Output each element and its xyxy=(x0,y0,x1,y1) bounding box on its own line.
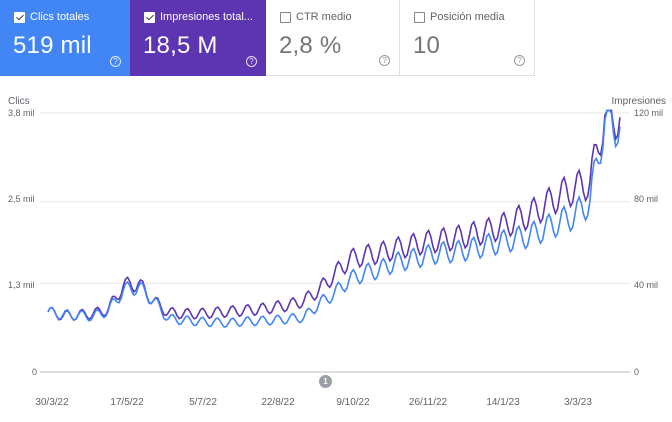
metric-card-ctr-header: CTR medio xyxy=(280,11,352,23)
metric-card-position-header: Posición media xyxy=(414,11,505,23)
left-tick-label: 0 xyxy=(32,367,38,377)
metric-card-impressions-value: 18,5 M xyxy=(143,32,218,59)
right-axis-title: Impresiones xyxy=(611,96,666,107)
metric-card-position[interactable]: Posición media 10 ? xyxy=(400,0,535,76)
metric-card-impressions-label: Impresiones total... xyxy=(160,11,253,23)
right-tick-label: 120 mil xyxy=(634,108,664,118)
checkbox-unchecked-icon[interactable] xyxy=(414,11,425,23)
help-icon[interactable]: ? xyxy=(379,55,390,66)
annotation-marker[interactable]: 1 xyxy=(319,375,332,388)
x-tick-label: 3/3/23 xyxy=(564,397,592,408)
checkbox-unchecked-icon[interactable] xyxy=(280,11,291,23)
left-tick-label: 1,3 mil xyxy=(8,280,35,290)
x-tick-label: 5/7/22 xyxy=(189,397,217,408)
metric-card-impressions[interactable]: Impresiones total... 18,5 M ? xyxy=(130,0,266,76)
x-tick-label: 26/11/22 xyxy=(408,397,448,408)
metric-card-clicks-value: 519 mil xyxy=(13,32,92,59)
metric-card-ctr-value: 2,8 % xyxy=(279,32,342,59)
help-icon[interactable]: ? xyxy=(246,56,257,67)
x-tick-label: 30/3/22 xyxy=(35,397,69,408)
metric-card-clicks-header: Clics totales xyxy=(14,11,89,23)
metric-cards: Clics totales 519 mil ? Impresiones tota… xyxy=(0,0,535,76)
metric-card-ctr[interactable]: CTR medio 2,8 % ? xyxy=(266,0,400,76)
x-tick-label: 17/5/22 xyxy=(110,397,144,408)
left-tick-label: 3,8 mil xyxy=(8,108,35,118)
help-icon[interactable]: ? xyxy=(514,55,525,66)
x-tick-label: 14/1/23 xyxy=(486,397,520,408)
metric-card-clicks[interactable]: Clics totales 519 mil ? xyxy=(0,0,130,76)
x-tick-label: 9/10/22 xyxy=(336,397,370,408)
metric-card-clicks-label: Clics totales xyxy=(30,11,90,23)
checkbox-checked-icon[interactable] xyxy=(14,11,25,23)
right-tick-label: 0 xyxy=(634,367,640,377)
help-icon[interactable]: ? xyxy=(110,56,121,67)
right-tick-label: 80 mil xyxy=(634,194,659,204)
left-tick-label: 2,5 mil xyxy=(8,194,35,204)
metric-card-position-value: 10 xyxy=(413,32,441,59)
impressions-series-line[interactable] xyxy=(47,109,621,322)
metric-card-ctr-label: CTR medio xyxy=(296,11,352,23)
clicks-series-line[interactable] xyxy=(47,109,621,329)
x-tick-label: 22/8/22 xyxy=(261,397,295,408)
checkbox-checked-icon[interactable] xyxy=(144,11,155,23)
left-axis-title: Clics xyxy=(8,96,30,107)
metric-card-impressions-header: Impresiones total... xyxy=(144,11,253,23)
metric-card-position-label: Posición media xyxy=(430,11,505,23)
right-tick-label: 40 mil xyxy=(634,280,659,290)
